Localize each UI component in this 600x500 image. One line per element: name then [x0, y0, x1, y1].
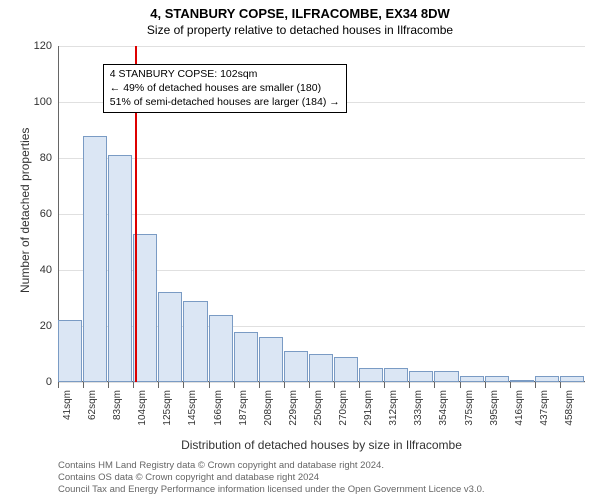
x-tick-label: 83sqm	[112, 390, 123, 420]
histogram-bar	[209, 315, 233, 382]
x-tick	[284, 382, 285, 388]
grid-line	[58, 46, 585, 47]
footer-line-3: Council Tax and Energy Performance infor…	[58, 484, 485, 496]
x-tick-label: 437sqm	[539, 390, 550, 426]
histogram-bar	[108, 155, 132, 382]
chart-subtitle: Size of property relative to detached ho…	[0, 21, 600, 37]
x-tick-label: 250sqm	[313, 390, 324, 426]
chart-container: 4, STANBURY COPSE, ILFRACOMBE, EX34 8DW …	[0, 0, 600, 500]
x-tick	[434, 382, 435, 388]
x-tick	[535, 382, 536, 388]
annotation-line: 51% of semi-detached houses are larger (…	[110, 96, 340, 110]
histogram-bar	[409, 371, 433, 382]
x-tick-label: 395sqm	[489, 390, 500, 426]
grid-line	[58, 158, 585, 159]
chart-title: 4, STANBURY COPSE, ILFRACOMBE, EX34 8DW	[0, 0, 600, 21]
histogram-bar	[309, 354, 333, 382]
x-tick	[183, 382, 184, 388]
x-axis-label: Distribution of detached houses by size …	[58, 438, 585, 452]
x-tick	[460, 382, 461, 388]
histogram-bar	[510, 380, 534, 382]
y-tick-label: 20	[28, 320, 52, 332]
x-tick	[510, 382, 511, 388]
footer-line-2: Contains OS data © Crown copyright and d…	[58, 472, 485, 484]
footer-line-1: Contains HM Land Registry data © Crown c…	[58, 460, 485, 472]
x-tick-label: 145sqm	[187, 390, 198, 426]
x-tick-label: 41sqm	[62, 390, 73, 420]
grid-line	[58, 382, 585, 383]
x-tick-label: 187sqm	[238, 390, 249, 426]
histogram-bar	[485, 376, 509, 382]
x-tick	[234, 382, 235, 388]
histogram-bar	[535, 376, 559, 382]
y-tick-label: 80	[28, 152, 52, 164]
histogram-bar	[384, 368, 408, 382]
grid-line	[58, 214, 585, 215]
histogram-bar	[434, 371, 458, 382]
x-tick-label: 458sqm	[564, 390, 575, 426]
annotation-box: 4 STANBURY COPSE: 102sqm← 49% of detache…	[103, 64, 347, 113]
x-tick-label: 62sqm	[87, 390, 98, 420]
x-tick	[334, 382, 335, 388]
x-tick-label: 291sqm	[363, 390, 374, 426]
annotation-line: 4 STANBURY COPSE: 102sqm	[110, 68, 340, 82]
x-tick-label: 270sqm	[338, 390, 349, 426]
x-tick-label: 229sqm	[288, 390, 299, 426]
histogram-bar	[83, 136, 107, 382]
histogram-bar	[284, 351, 308, 382]
histogram-bar	[234, 332, 258, 382]
plot-area: 4 STANBURY COPSE: 102sqm← 49% of detache…	[58, 46, 585, 382]
x-tick	[409, 382, 410, 388]
footer-attribution: Contains HM Land Registry data © Crown c…	[58, 460, 485, 496]
y-tick-label: 60	[28, 208, 52, 220]
x-tick	[485, 382, 486, 388]
x-tick-label: 104sqm	[137, 390, 148, 426]
histogram-bar	[158, 292, 182, 382]
annotation-line: ← 49% of detached houses are smaller (18…	[110, 82, 340, 96]
histogram-bar	[560, 376, 584, 382]
x-tick	[83, 382, 84, 388]
x-tick	[158, 382, 159, 388]
y-tick-label: 120	[28, 40, 52, 52]
histogram-bar	[259, 337, 283, 382]
x-tick	[560, 382, 561, 388]
histogram-bar	[58, 320, 82, 382]
y-tick-label: 0	[28, 376, 52, 388]
x-tick	[259, 382, 260, 388]
histogram-bar	[183, 301, 207, 382]
x-tick-label: 166sqm	[213, 390, 224, 426]
x-tick	[58, 382, 59, 388]
x-tick	[108, 382, 109, 388]
x-tick-label: 333sqm	[413, 390, 424, 426]
x-tick	[309, 382, 310, 388]
histogram-bar	[334, 357, 358, 382]
y-tick-label: 100	[28, 96, 52, 108]
x-tick-label: 125sqm	[162, 390, 173, 426]
x-tick	[133, 382, 134, 388]
x-tick-label: 375sqm	[464, 390, 475, 426]
histogram-bar	[460, 376, 484, 382]
x-tick	[384, 382, 385, 388]
x-tick-label: 354sqm	[438, 390, 449, 426]
x-tick-label: 312sqm	[388, 390, 399, 426]
x-tick	[359, 382, 360, 388]
x-tick	[209, 382, 210, 388]
x-tick-label: 208sqm	[263, 390, 274, 426]
y-tick-label: 40	[28, 264, 52, 276]
x-tick-label: 416sqm	[514, 390, 525, 426]
histogram-bar	[359, 368, 383, 382]
